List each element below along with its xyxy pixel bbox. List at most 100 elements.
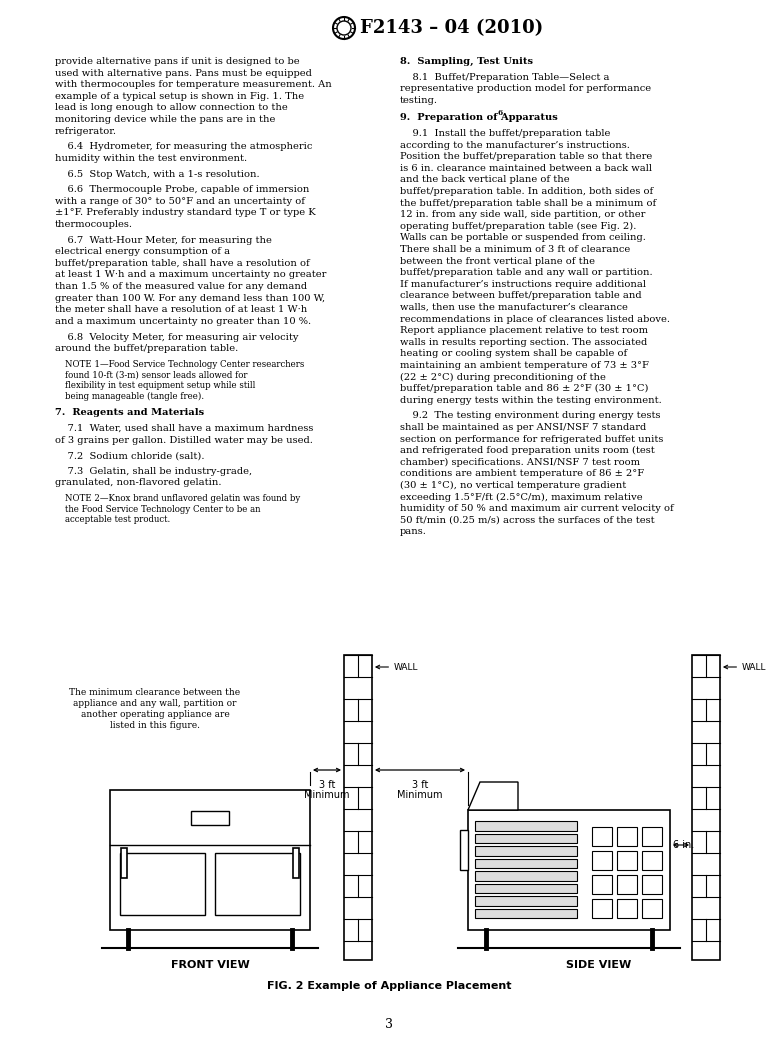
Text: example of a typical setup is shown in Fig. 1. The: example of a typical setup is shown in F… (55, 92, 304, 101)
Text: pans.: pans. (400, 528, 427, 536)
Bar (468, 810, 670, 930)
Text: and refrigerated food preparation units room (test: and refrigerated food preparation units … (400, 447, 655, 455)
Text: according to the manufacturer’s instructions.: according to the manufacturer’s instruct… (400, 141, 630, 150)
Text: with a range of 30° to 50°F and an uncertainty of: with a range of 30° to 50°F and an uncer… (55, 197, 305, 206)
Text: There shall be a minimum of 3 ft of clearance: There shall be a minimum of 3 ft of clea… (400, 245, 630, 254)
Bar (617, 874, 637, 894)
Text: If manufacturer’s instructions require additional: If manufacturer’s instructions require a… (400, 280, 646, 288)
Text: 3 ft: 3 ft (319, 780, 335, 790)
Text: humidity within the test environment.: humidity within the test environment. (55, 154, 247, 162)
Text: during energy tests within the testing environment.: during energy tests within the testing e… (400, 396, 662, 405)
Text: Minimum: Minimum (304, 790, 350, 799)
Text: being manageable (tangle free).: being manageable (tangle free). (65, 391, 204, 401)
Text: 8.1  Buffet/Preparation Table—Select a: 8.1 Buffet/Preparation Table—Select a (400, 73, 609, 81)
Text: NOTE 2—Knox brand unflavored gelatin was found by: NOTE 2—Knox brand unflavored gelatin was… (65, 494, 300, 503)
Text: another operating appliance are: another operating appliance are (81, 710, 230, 719)
Text: 9.1  Install the buffet/preparation table: 9.1 Install the buffet/preparation table (400, 129, 611, 137)
Text: around the buffet/preparation table.: around the buffet/preparation table. (55, 345, 238, 353)
Text: appliance and any wall, partition or: appliance and any wall, partition or (73, 699, 237, 708)
Bar (643, 874, 663, 894)
Bar (475, 896, 577, 906)
Text: 6 in.: 6 in. (673, 840, 694, 850)
Text: 7.1  Water, used shall have a maximum hardness: 7.1 Water, used shall have a maximum har… (55, 424, 314, 433)
Text: Minimum: Minimum (398, 790, 443, 799)
Text: between the front vertical plane of the: between the front vertical plane of the (400, 256, 595, 265)
Text: WALL: WALL (724, 662, 766, 671)
Polygon shape (468, 782, 518, 810)
Text: The minimum clearance between the: The minimum clearance between the (69, 688, 240, 697)
Bar (643, 852, 663, 870)
Bar (592, 828, 612, 846)
Text: than 1.5 % of the measured value for any demand: than 1.5 % of the measured value for any… (55, 282, 307, 291)
Bar (617, 852, 637, 870)
Text: FIG. 2 Example of Appliance Placement: FIG. 2 Example of Appliance Placement (267, 981, 511, 991)
Text: Position the buffet/preparation table so that there: Position the buffet/preparation table so… (400, 152, 652, 161)
Text: 8.  Sampling, Test Units: 8. Sampling, Test Units (400, 57, 533, 66)
Text: buffet/preparation table and 86 ± 2°F (30 ± 1°C): buffet/preparation table and 86 ± 2°F (3… (400, 384, 649, 393)
Text: 6.5  Stop Watch, with a 1-s resolution.: 6.5 Stop Watch, with a 1-s resolution. (55, 170, 260, 178)
Text: and the back vertical plane of the: and the back vertical plane of the (400, 175, 569, 184)
Bar (475, 834, 577, 843)
Bar (643, 828, 663, 846)
Text: SIDE VIEW: SIDE VIEW (566, 960, 632, 970)
Text: 6.4  Hydrometer, for measuring the atmospheric: 6.4 Hydrometer, for measuring the atmosp… (55, 143, 313, 151)
Text: 7.  Reagents and Materials: 7. Reagents and Materials (55, 408, 204, 417)
Bar (344, 655, 372, 960)
Bar (692, 655, 720, 960)
Text: ±1°F. Preferably industry standard type T or type K: ±1°F. Preferably industry standard type … (55, 208, 316, 218)
Text: buffet/preparation table. In addition, both sides of: buffet/preparation table. In addition, b… (400, 187, 654, 196)
Bar (120, 853, 205, 915)
Text: used with alternative pans. Pans must be equipped: used with alternative pans. Pans must be… (55, 69, 312, 78)
Text: 9.2  The testing environment during energy tests: 9.2 The testing environment during energ… (400, 411, 661, 421)
Text: maintaining an ambient temperature of 73 ± 3°F: maintaining an ambient temperature of 73… (400, 361, 649, 370)
Text: (22 ± 2°C) during preconditioning of the: (22 ± 2°C) during preconditioning of the (400, 373, 606, 382)
Bar (121, 848, 127, 878)
Text: testing.: testing. (400, 96, 438, 105)
Text: section on performance for refrigerated buffet units: section on performance for refrigerated … (400, 434, 664, 443)
Text: exceeding 1.5°F/ft (2.5°C/m), maximum relative: exceeding 1.5°F/ft (2.5°C/m), maximum re… (400, 492, 643, 502)
Text: 3 ft: 3 ft (412, 780, 428, 790)
Bar (617, 898, 637, 917)
Bar (110, 790, 310, 930)
Bar (475, 859, 577, 868)
Text: operating buffet/preparation table (see Fig. 2).: operating buffet/preparation table (see … (400, 222, 636, 231)
Text: 6: 6 (497, 109, 503, 118)
Text: monitoring device while the pans are in the: monitoring device while the pans are in … (55, 115, 275, 124)
Text: refrigerator.: refrigerator. (55, 127, 117, 135)
Text: listed in this figure.: listed in this figure. (110, 721, 200, 730)
Text: 3: 3 (385, 1018, 393, 1031)
Text: 6.8  Velocity Meter, for measuring air velocity: 6.8 Velocity Meter, for measuring air ve… (55, 332, 299, 341)
Text: 9.  Preparation of Apparatus: 9. Preparation of Apparatus (400, 113, 558, 122)
Text: Walls can be portable or suspended from ceiling.: Walls can be portable or suspended from … (400, 233, 646, 243)
Text: walls, then use the manufacturer’s clearance: walls, then use the manufacturer’s clear… (400, 303, 628, 312)
Text: and a maximum uncertainty no greater than 10 %.: and a maximum uncertainty no greater tha… (55, 316, 311, 326)
Text: 6.6  Thermocouple Probe, capable of immersion: 6.6 Thermocouple Probe, capable of immer… (55, 185, 310, 195)
Text: with thermocouples for temperature measurement. An: with thermocouples for temperature measu… (55, 80, 331, 90)
Bar (460, 830, 468, 870)
Text: granulated, non-flavored gelatin.: granulated, non-flavored gelatin. (55, 479, 222, 487)
Text: heating or cooling system shall be capable of: heating or cooling system shall be capab… (400, 350, 627, 358)
Text: chamber) specifications. ANSI/NSF 7 test room: chamber) specifications. ANSI/NSF 7 test… (400, 458, 640, 467)
Text: buffet/preparation table and any wall or partition.: buffet/preparation table and any wall or… (400, 269, 653, 277)
Bar (475, 909, 577, 918)
Text: FRONT VIEW: FRONT VIEW (170, 960, 250, 970)
Text: F2143 – 04 (2010): F2143 – 04 (2010) (360, 19, 543, 37)
Text: flexibility in test equipment setup while still: flexibility in test equipment setup whil… (65, 381, 255, 390)
Text: the meter shall have a resolution of at least 1 W·h: the meter shall have a resolution of at … (55, 305, 307, 314)
Text: NOTE 1—Food Service Technology Center researchers: NOTE 1—Food Service Technology Center re… (65, 360, 304, 369)
Text: buffet/preparation table, shall have a resolution of: buffet/preparation table, shall have a r… (55, 259, 310, 268)
Text: recommendations in place of clearances listed above.: recommendations in place of clearances l… (400, 314, 670, 324)
Bar (617, 828, 637, 846)
Text: (30 ± 1°C), no vertical temperature gradient: (30 ± 1°C), no vertical temperature grad… (400, 481, 626, 490)
Text: is 6 in. clearance maintained between a back wall: is 6 in. clearance maintained between a … (400, 163, 652, 173)
Text: at least 1 W·h and a maximum uncertainty no greater: at least 1 W·h and a maximum uncertainty… (55, 271, 327, 279)
Text: humidity of 50 % and maximum air current velocity of: humidity of 50 % and maximum air current… (400, 504, 674, 513)
Bar (475, 884, 577, 893)
Text: provide alternative pans if unit is designed to be: provide alternative pans if unit is desi… (55, 57, 300, 66)
Text: shall be maintained as per ANSI/NSF 7 standard: shall be maintained as per ANSI/NSF 7 st… (400, 423, 647, 432)
Text: found 10-ft (3-m) sensor leads allowed for: found 10-ft (3-m) sensor leads allowed f… (65, 371, 247, 379)
Text: conditions are ambient temperature of 86 ± 2°F: conditions are ambient temperature of 86… (400, 469, 644, 479)
Bar (592, 898, 612, 917)
Bar (592, 874, 612, 894)
Bar (475, 821, 577, 831)
